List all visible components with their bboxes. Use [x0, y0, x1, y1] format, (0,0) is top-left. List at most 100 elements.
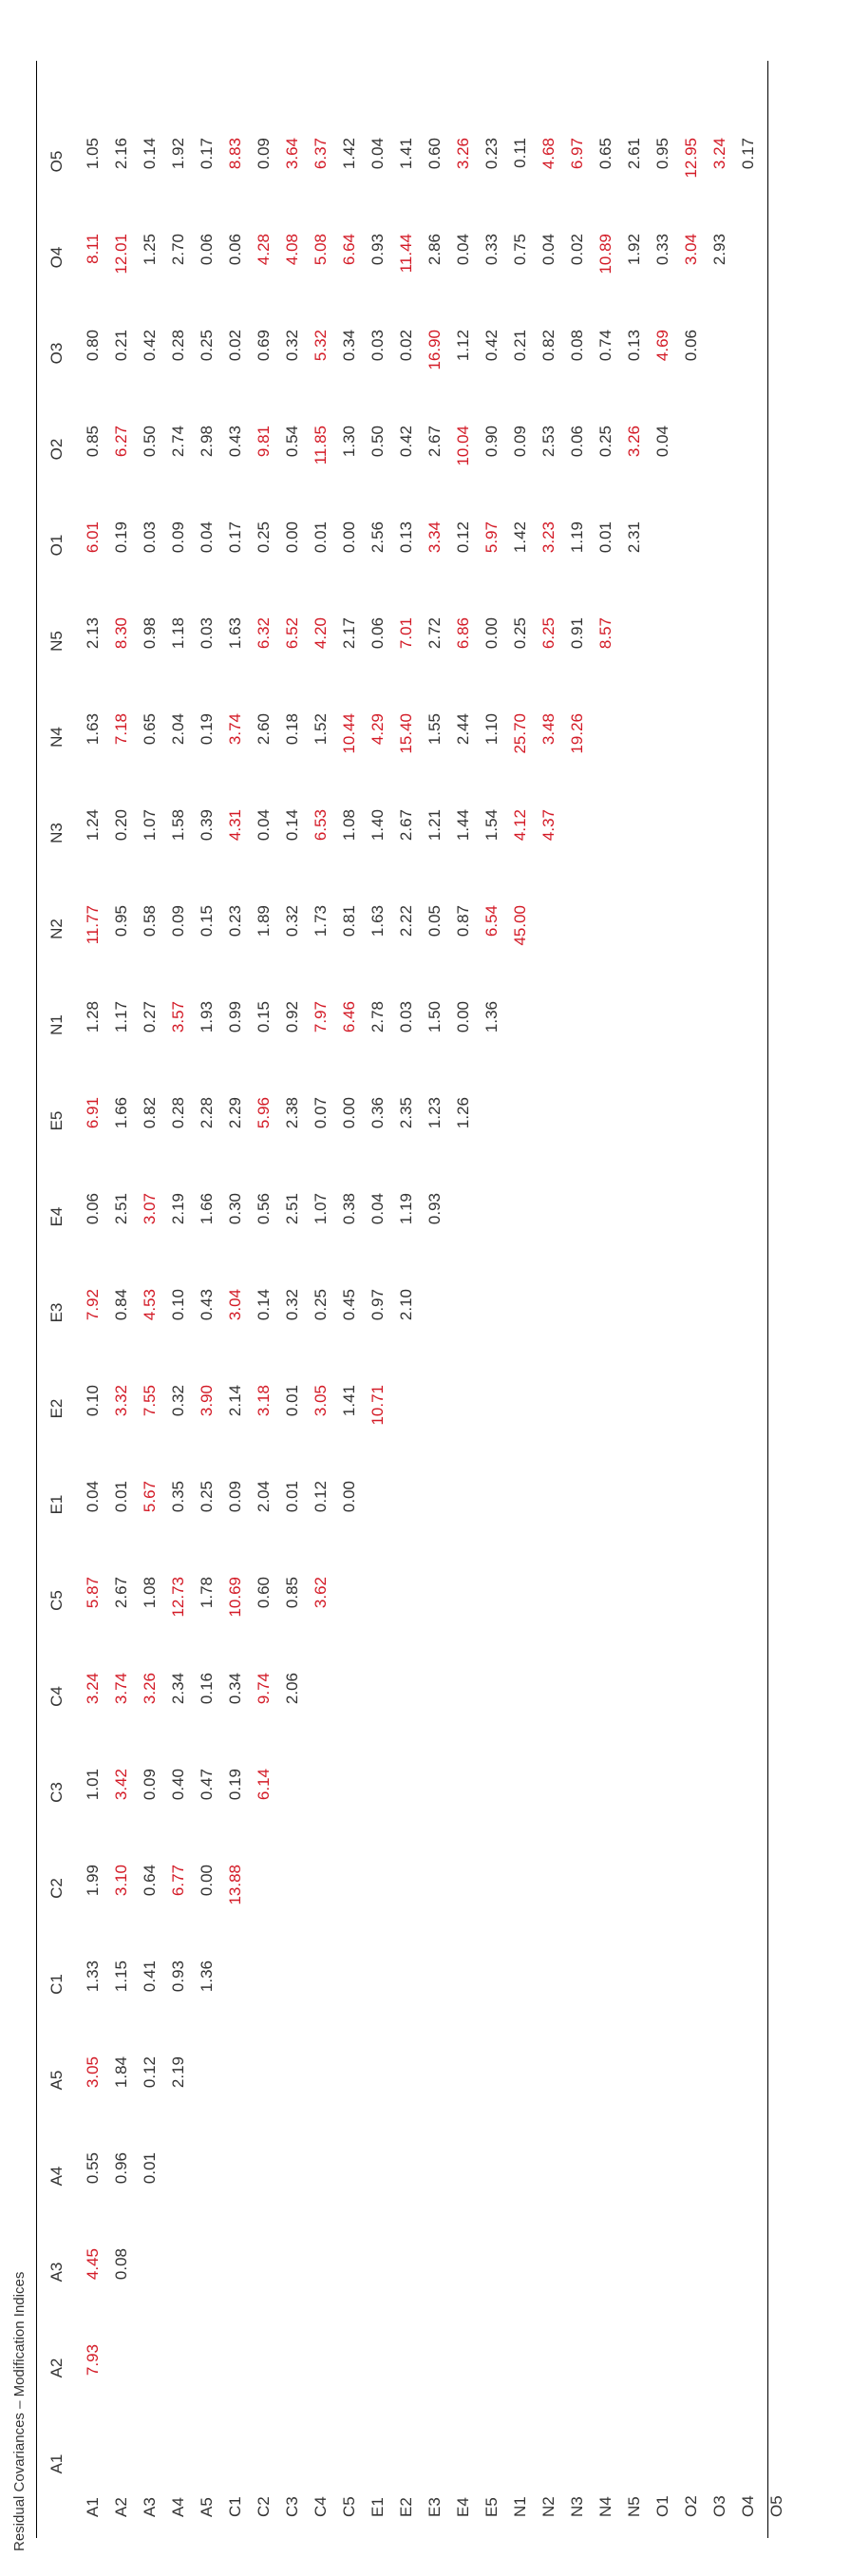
row-header: O4	[739, 2495, 757, 2517]
table-cell-highlighted: 10.04	[454, 426, 472, 466]
table-cell: 0.00	[198, 1865, 216, 1897]
row-header: E4	[454, 2497, 472, 2517]
table-cell: 0.91	[568, 617, 586, 650]
table-cell-highlighted: 6.97	[568, 138, 586, 170]
table-cell: 0.17	[739, 138, 757, 170]
column-header: C2	[47, 1878, 66, 1899]
table-cell: 0.15	[255, 1001, 273, 1033]
table-cell: 0.39	[198, 809, 216, 842]
table-cell: 0.35	[169, 1481, 187, 1513]
table-cell-highlighted: 10.69	[226, 1577, 244, 1618]
table-cell: 1.78	[198, 1577, 216, 1609]
table-cell-highlighted: 4.29	[369, 713, 387, 746]
column-header: A4	[47, 2166, 66, 2187]
table-cell: 0.65	[141, 713, 159, 746]
table-cell: 2.31	[625, 521, 643, 554]
row-header: C2	[255, 2496, 273, 2517]
table-cell-highlighted: 10.89	[596, 234, 615, 275]
table-cell-highlighted: 3.23	[539, 521, 558, 554]
table-cell: 0.43	[226, 426, 244, 458]
table-cell: 0.42	[141, 330, 159, 362]
table-cell: 2.98	[198, 426, 216, 458]
table-cell: 0.01	[283, 1481, 301, 1513]
table-cell: 0.25	[312, 1289, 330, 1321]
column-header: E2	[47, 1398, 66, 1419]
table-cell: 0.97	[369, 1289, 387, 1321]
table-cell: 0.90	[482, 426, 501, 458]
table-cell-highlighted: 6.14	[255, 1769, 273, 1801]
table-cell: 2.56	[369, 521, 387, 554]
table-cell-highlighted: 11.77	[84, 905, 102, 945]
row-header: E2	[397, 2497, 415, 2517]
table-cell-highlighted: 4.12	[511, 809, 529, 842]
table-cell-highlighted: 3.26	[141, 1673, 159, 1705]
table-cell: 1.26	[454, 1097, 472, 1129]
table-cell: 1.93	[198, 1001, 216, 1033]
table-cell: 0.20	[112, 809, 130, 842]
table-cell: 2.17	[340, 617, 358, 650]
table-cell: 0.30	[226, 1193, 244, 1225]
row-header: C4	[312, 2496, 330, 2517]
table-cell: 0.42	[482, 330, 501, 362]
table-cell: 0.00	[340, 521, 358, 554]
column-header: N3	[47, 823, 66, 843]
table-cell: 0.04	[255, 809, 273, 842]
table-cell: 0.92	[283, 1001, 301, 1033]
table-cell: 0.04	[454, 234, 472, 266]
table-cell: 0.42	[397, 426, 415, 458]
table-cell: 0.82	[141, 1097, 159, 1129]
table-cell-highlighted: 4.53	[141, 1289, 159, 1321]
table-cell: 0.14	[255, 1289, 273, 1321]
table-cell-highlighted: 7.92	[84, 1289, 102, 1321]
table-cell: 2.53	[539, 426, 558, 458]
row-header: O2	[682, 2495, 700, 2517]
table-cell: 0.85	[84, 426, 102, 458]
table-cell: 0.21	[112, 330, 130, 362]
row-header: E1	[369, 2497, 387, 2517]
table-cell: 0.00	[482, 617, 501, 650]
table-cell: 0.32	[169, 1385, 187, 1417]
table-cell: 1.50	[426, 1001, 444, 1033]
table-cell-highlighted: 4.69	[653, 330, 671, 362]
table-cell: 1.12	[454, 330, 472, 362]
table-cell-highlighted: 3.04	[682, 234, 700, 266]
table-cell: 2.67	[112, 1577, 130, 1609]
table-cell-highlighted: 12.95	[682, 138, 700, 179]
table-cell: 0.64	[141, 1865, 159, 1897]
table-cell: 0.01	[141, 2152, 159, 2185]
table-cell: 2.34	[169, 1673, 187, 1705]
table-cell-highlighted: 6.32	[255, 617, 273, 650]
table-cell-highlighted: 12.73	[169, 1577, 187, 1618]
table-cell-highlighted: 5.32	[312, 330, 330, 362]
row-header: A5	[198, 2497, 216, 2517]
table-cell: 1.25	[141, 234, 159, 266]
table-cell: 0.06	[369, 617, 387, 650]
table-cell: 2.72	[426, 617, 444, 650]
table-cell: 0.02	[568, 234, 586, 266]
table-cell-highlighted: 8.11	[84, 234, 102, 264]
table-cell: 1.63	[369, 905, 387, 938]
table-cell: 2.74	[169, 426, 187, 458]
table-cell: 2.19	[169, 1193, 187, 1225]
table-cell-highlighted: 5.97	[482, 521, 501, 554]
table-cell: 1.42	[511, 521, 529, 554]
table-cell-highlighted: 4.45	[84, 2248, 102, 2281]
row-header: C3	[283, 2496, 301, 2517]
table-cell-highlighted: 8.30	[112, 617, 130, 650]
table-cell: 2.51	[112, 1193, 130, 1225]
table-cell: 0.04	[84, 1481, 102, 1513]
table-cell: 1.63	[226, 617, 244, 650]
table-cell: 1.89	[255, 905, 273, 938]
table-cell: 0.04	[369, 138, 387, 170]
table-cell: 0.93	[169, 1960, 187, 1993]
row-header: A3	[141, 2497, 159, 2517]
table-cell: 0.13	[625, 330, 643, 362]
table-cell-highlighted: 3.26	[454, 138, 472, 170]
table-cell-highlighted: 7.18	[112, 713, 130, 746]
column-header: E5	[47, 1110, 66, 1131]
table-cell: 0.55	[84, 2152, 102, 2185]
table-cell: 2.04	[255, 1481, 273, 1513]
column-header: E4	[47, 1206, 66, 1227]
column-header: A2	[47, 2358, 66, 2378]
